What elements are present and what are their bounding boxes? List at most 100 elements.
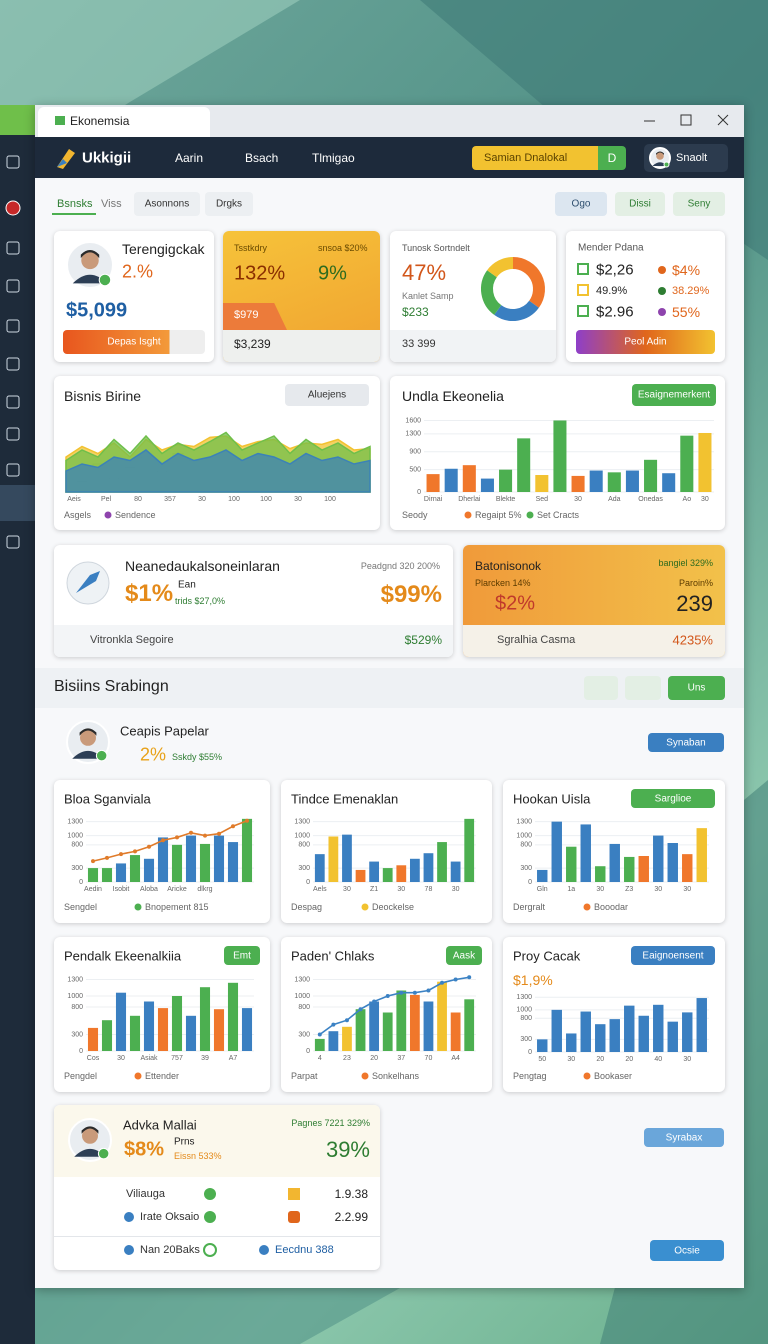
- button-label[interactable]: Aluejens: [307, 389, 347, 401]
- x-tick-label: Onedas: [638, 496, 663, 503]
- button[interactable]: [285, 384, 369, 406]
- bar: [241, 1008, 253, 1051]
- browser-tab[interactable]: [38, 107, 210, 137]
- bar: [464, 818, 475, 882]
- avatar-badge: [663, 161, 670, 168]
- y-tick-label: 800: [71, 1004, 83, 1011]
- button[interactable]: [644, 1128, 724, 1147]
- nav-link[interactable]: Bsach: [245, 151, 279, 165]
- y-tick-label: 1300: [405, 431, 421, 438]
- button-label[interactable]: Ogo: [571, 198, 591, 210]
- x-tick-label: 20: [596, 1056, 604, 1063]
- user-name[interactable]: Snaolt: [676, 152, 708, 164]
- tab[interactable]: Viss: [101, 198, 122, 210]
- search-box[interactable]: [472, 146, 598, 170]
- search-button[interactable]: [598, 146, 626, 170]
- button-label[interactable]: Drgks: [215, 198, 243, 210]
- x-tick-label: 23: [343, 1055, 351, 1062]
- button-label[interactable]: Depas Isght: [107, 336, 161, 348]
- button-label[interactable]: Ocsie: [674, 1245, 700, 1256]
- bar: [624, 856, 635, 882]
- x-tick-label: 30: [567, 1056, 575, 1063]
- button[interactable]: [555, 192, 607, 216]
- button[interactable]: [632, 384, 716, 406]
- button[interactable]: [631, 946, 715, 965]
- button[interactable]: [205, 192, 253, 216]
- legend-dot: [526, 511, 534, 519]
- row-icon: [577, 284, 589, 296]
- nav-link[interactable]: Aarin: [175, 151, 204, 165]
- button[interactable]: [615, 192, 665, 216]
- y-tick-label: 1000: [67, 993, 83, 1000]
- button-label[interactable]: Esaignemerkent: [637, 389, 711, 401]
- icon-button[interactable]: [584, 676, 618, 700]
- search-button-label[interactable]: D: [607, 151, 617, 165]
- avatar-head: [82, 1127, 98, 1144]
- button-label[interactable]: Sarglioe: [654, 793, 692, 804]
- button[interactable]: [446, 946, 482, 965]
- button-label[interactable]: Aask: [452, 950, 476, 961]
- button[interactable]: [134, 192, 200, 216]
- nav-link[interactable]: Tlmigao: [312, 151, 355, 165]
- button-label[interactable]: Eaignoensent: [642, 950, 704, 961]
- x-tick-label: Aeis: [67, 496, 81, 503]
- legend-entry: Asgels: [64, 510, 92, 520]
- bar: [589, 470, 603, 492]
- button-label[interactable]: Dissi: [629, 198, 651, 210]
- bar: [115, 992, 127, 1051]
- button-label[interactable]: Uns: [687, 682, 706, 694]
- bar: [517, 438, 531, 492]
- button[interactable]: [650, 1240, 724, 1261]
- search-text[interactable]: Samian Dnalokal: [484, 152, 568, 164]
- tab-indicator: [52, 213, 96, 215]
- maximize: [680, 114, 692, 126]
- value: $2%: [495, 592, 536, 615]
- button-label[interactable]: Synaban: [666, 737, 706, 748]
- x-tick-label: Gln: [537, 886, 548, 893]
- label: Kanlet Samp: [402, 291, 454, 301]
- button-label[interactable]: Syrabax: [665, 1132, 703, 1143]
- bar: [698, 432, 712, 492]
- x-tick-label: 757: [171, 1055, 183, 1062]
- button[interactable]: [673, 192, 725, 216]
- row-label: Irate Oksaio: [140, 1211, 200, 1223]
- button-label[interactable]: Emt: [233, 950, 251, 961]
- row-value: 49.9%: [596, 285, 628, 297]
- button-label[interactable]: Seny: [687, 198, 711, 210]
- bar: [213, 835, 225, 882]
- sidebar-icon: [6, 357, 20, 371]
- stats-icon: [66, 561, 110, 605]
- tab-title: Ekonemsia: [70, 114, 130, 128]
- bar: [595, 866, 606, 882]
- trend-point: [245, 818, 249, 823]
- avatar-head: [80, 729, 96, 746]
- button-label[interactable]: Peol Adin: [624, 336, 667, 348]
- button-label[interactable]: Asonnons: [144, 198, 190, 210]
- legend-dot: [134, 1072, 142, 1080]
- value: 132%: [234, 262, 286, 285]
- icon-button[interactable]: [625, 676, 661, 700]
- sidebar-icon: [6, 279, 20, 293]
- button[interactable]: [648, 733, 724, 752]
- trend-point: [189, 830, 193, 835]
- bar: [409, 858, 420, 882]
- x-tick-label: 4: [318, 1055, 322, 1062]
- row-value: 2.2.99: [334, 1210, 368, 1224]
- button[interactable]: [63, 330, 205, 354]
- y-tick-label: 300: [298, 865, 310, 872]
- button[interactable]: [668, 676, 725, 700]
- amount: $233: [402, 305, 429, 319]
- x-tick-label: 80: [134, 496, 142, 503]
- tab[interactable]: Bsnsks: [57, 198, 93, 210]
- chart-title: Hookan Uisla: [513, 791, 591, 807]
- row-value: 1.9.38: [334, 1187, 368, 1201]
- button[interactable]: [576, 330, 715, 354]
- avatar-badge: [95, 749, 108, 762]
- x-tick-label: 30: [701, 496, 709, 503]
- button[interactable]: [631, 789, 715, 808]
- trend-point: [203, 833, 207, 838]
- donut-slice: [512, 257, 545, 308]
- legend-dot: [464, 511, 472, 519]
- x-tick-label: 1a: [567, 886, 575, 893]
- button[interactable]: [224, 946, 260, 965]
